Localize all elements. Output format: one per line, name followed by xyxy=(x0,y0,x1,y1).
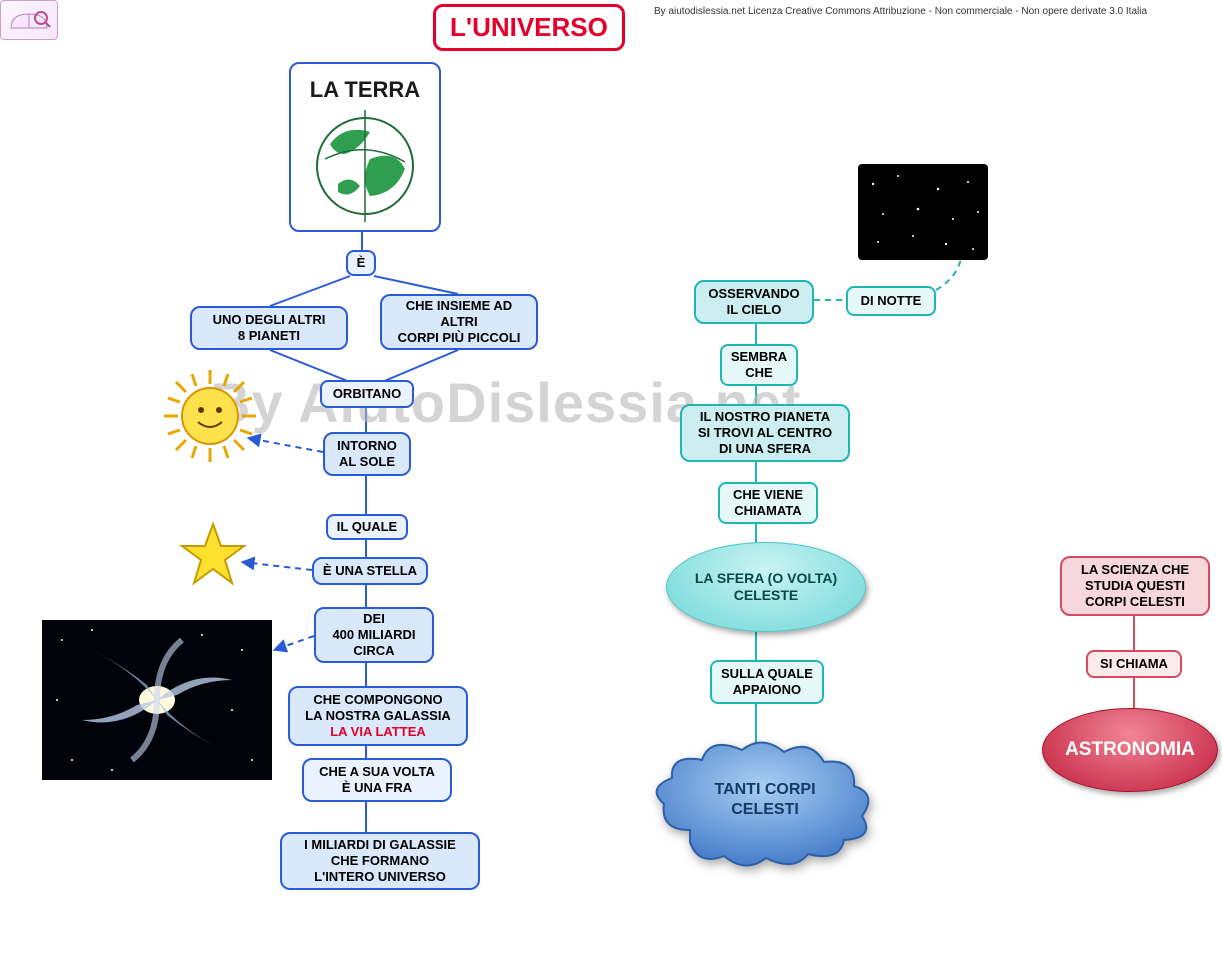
node-compongono: CHE COMPONGONO LA NOSTRA GALASSIA LA VIA… xyxy=(288,686,468,746)
node-e: È xyxy=(346,250,376,276)
credit-text: By aiutodislessia.net Licenza Creative C… xyxy=(654,6,1147,17)
node-astronomia: ASTRONOMIA xyxy=(1042,708,1218,792)
compongono-line2: LA VIA LATTEA xyxy=(330,724,426,740)
star-icon xyxy=(178,520,248,590)
edge-layer xyxy=(0,0,1222,953)
tanti-corpi-label: TANTI CORPI CELESTI xyxy=(650,740,880,860)
node-sfera-celeste: LA SFERA (O VOLTA) CELESTE xyxy=(666,542,866,632)
node-miliardi-gal: I MILIARDI DI GALASSIE CHE FORMANO L'INT… xyxy=(280,832,480,890)
node-nostro-pianeta: IL NOSTRO PIANETA SI TROVI AL CENTRO DI … xyxy=(680,404,850,462)
node-dei400: DEI 400 MILIARDI CIRCA xyxy=(314,607,434,663)
node-il-quale: IL QUALE xyxy=(326,514,408,540)
galaxy-image xyxy=(42,620,272,780)
node-che-insieme: CHE INSIEME AD ALTRI CORPI PIÙ PICCOLI xyxy=(380,294,538,350)
node-la-terra: LA TERRA xyxy=(289,62,441,232)
la-terra-label: LA TERRA xyxy=(310,76,420,104)
node-sulla-quale: SULLA QUALE APPAIONO xyxy=(710,660,824,704)
node-sembra: SEMBRA CHE xyxy=(720,344,798,386)
compongono-line1: CHE COMPONGONO LA NOSTRA GALASSIA xyxy=(305,692,451,725)
logo-icon xyxy=(0,0,58,40)
node-e-stella: È UNA STELLA xyxy=(312,557,428,585)
earth-icon xyxy=(310,104,420,224)
sun-icon xyxy=(160,366,260,466)
node-che-viene: CHE VIENE CHIAMATA xyxy=(718,482,818,524)
page-title: L'UNIVERSO xyxy=(433,4,625,51)
node-orbitano: ORBITANO xyxy=(320,380,414,408)
node-intorno: INTORNO AL SOLE xyxy=(323,432,411,476)
node-sua-volta: CHE A SUA VOLTA È UNA FRA xyxy=(302,758,452,802)
node-tanti-corpi: TANTI CORPI CELESTI xyxy=(650,740,880,870)
night-sky-image xyxy=(858,164,988,260)
node-di-notte: DI NOTTE xyxy=(846,286,936,316)
node-scienza: LA SCIENZA CHE STUDIA QUESTI CORPI CELES… xyxy=(1060,556,1210,616)
node-uno-degli: UNO DEGLI ALTRI 8 PIANETI xyxy=(190,306,348,350)
node-osservando: OSSERVANDO IL CIELO xyxy=(694,280,814,324)
node-si-chiama: SI CHIAMA xyxy=(1086,650,1182,678)
